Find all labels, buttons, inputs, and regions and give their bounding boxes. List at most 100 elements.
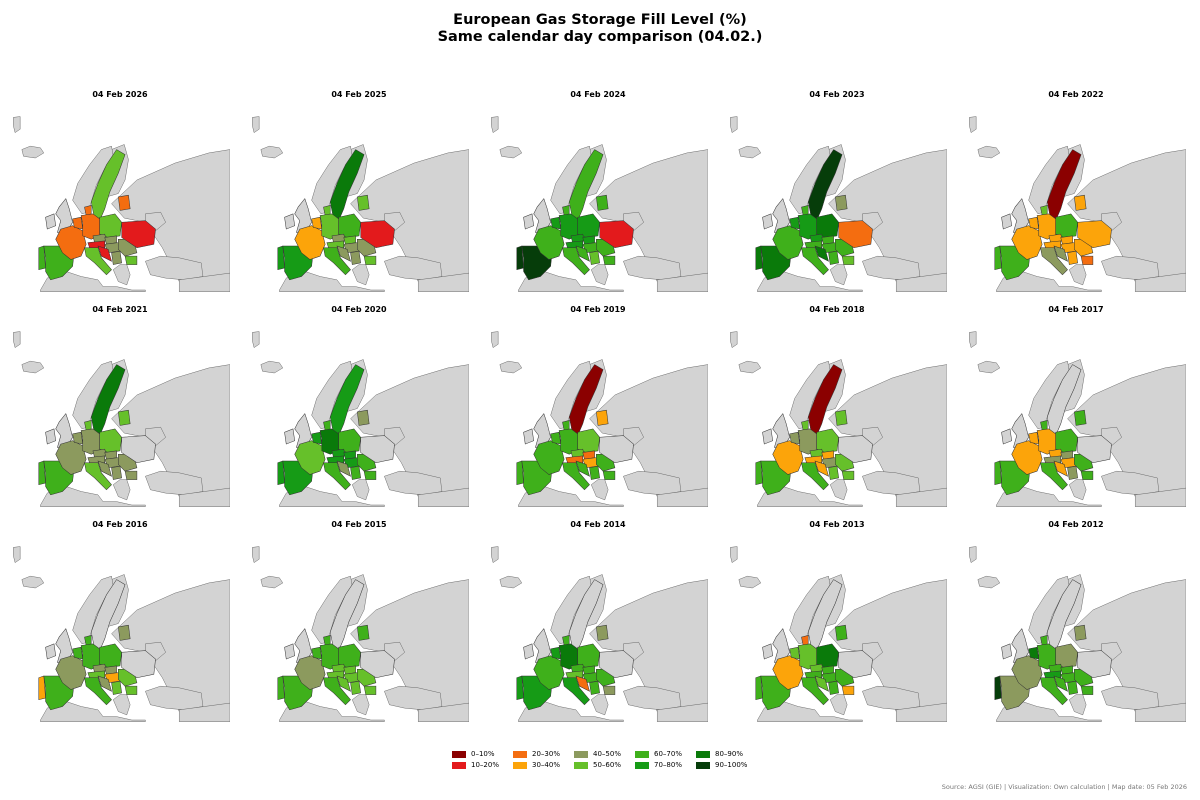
map-panel: 04 Feb 2019 (488, 305, 708, 517)
region-baltic (1074, 624, 1087, 641)
legend-swatch (452, 751, 466, 758)
region-ireland (45, 643, 56, 660)
iceland (499, 575, 523, 589)
iceland (738, 360, 762, 374)
region-austria (1043, 240, 1062, 248)
region-austria (326, 670, 345, 678)
region-poland (577, 643, 600, 668)
region-baltic (835, 409, 848, 426)
mideast (418, 487, 469, 507)
region-serbia (589, 465, 600, 480)
region-italy (1040, 462, 1068, 491)
region-croatia (814, 460, 829, 477)
region-croatia (336, 245, 351, 262)
turkey (384, 685, 443, 711)
chart-title-line1: European Gas Storage Fill Level (%) (453, 12, 747, 28)
mideast (896, 272, 947, 292)
legend-swatch (696, 762, 710, 769)
europe-map (488, 327, 708, 507)
balkans-rest (590, 264, 609, 286)
legend-item: 80–90% (696, 750, 766, 760)
balkans-rest (590, 479, 609, 501)
region-austria (565, 670, 584, 678)
map-panel-title: 04 Feb 2024 (570, 90, 626, 99)
map-panel-title: 04 Feb 2021 (92, 305, 148, 314)
legend-item: 10–20% (452, 761, 522, 771)
greenland (969, 116, 977, 133)
region-bulgaria (1080, 255, 1094, 265)
norway-land (72, 575, 114, 645)
greenland (969, 546, 977, 563)
mideast (418, 272, 469, 292)
region-croatia (97, 675, 112, 692)
region-bulgaria (1080, 685, 1094, 695)
europe-map (249, 112, 469, 292)
region-croatia (97, 245, 112, 262)
europe-map (727, 542, 947, 722)
region-italy (323, 677, 351, 706)
legend-item: 60–70% (635, 750, 705, 760)
greenland (252, 331, 260, 348)
region-croatia (1053, 675, 1068, 692)
legend-swatch (452, 762, 466, 769)
mideast (1135, 702, 1186, 722)
europe-map (10, 327, 230, 507)
region-serbia (111, 680, 122, 695)
mideast (896, 702, 947, 722)
region-ukraine (838, 220, 873, 248)
norway-land (550, 360, 592, 430)
region-ukraine (838, 650, 873, 678)
iceland (977, 360, 1001, 374)
europe-map (966, 542, 1186, 722)
region-italy (323, 247, 351, 276)
region-poland (577, 428, 600, 453)
region-baltic (357, 409, 370, 426)
region-serbia (828, 680, 839, 695)
norway-land (311, 145, 353, 215)
region-bulgaria (602, 685, 616, 695)
iceland (738, 145, 762, 159)
region-baltic (357, 194, 370, 211)
norway-land (789, 360, 831, 430)
region-serbia (1067, 250, 1078, 265)
balkans-rest (112, 479, 131, 501)
legend-item: 30–40% (513, 761, 583, 771)
legend-swatch (635, 751, 649, 758)
region-austria (804, 240, 823, 248)
legend-label: 50–60% (593, 761, 621, 769)
map-panel-title: 04 Feb 2026 (92, 90, 148, 99)
region-poland (1055, 643, 1078, 668)
chart-title-line2: Same calendar day comparison (04.02.) (437, 29, 763, 45)
greenland (13, 331, 21, 348)
legend-item: 90–100% (696, 761, 766, 771)
legend-item: 20–30% (513, 750, 583, 760)
legend-item: 40–50% (574, 750, 644, 760)
map-panel: 04 Feb 2013 (727, 520, 947, 732)
mideast (657, 487, 708, 507)
legend-label: 70–80% (654, 761, 682, 769)
region-benelux (311, 216, 323, 230)
norway-land (550, 145, 592, 215)
map-panel-title: 04 Feb 2013 (809, 520, 865, 529)
region-baltic (835, 624, 848, 641)
mideast (418, 702, 469, 722)
region-ukraine (121, 220, 156, 248)
region-poland (338, 643, 361, 668)
mideast (1135, 272, 1186, 292)
balkans-rest (351, 264, 370, 286)
region-benelux (1028, 431, 1040, 445)
legend-label: 0–10% (471, 750, 495, 758)
map-panel-title: 04 Feb 2015 (331, 520, 387, 529)
region-sweden (807, 149, 843, 221)
region-ireland (284, 643, 295, 660)
region-benelux (789, 216, 801, 230)
region-ireland (1001, 643, 1012, 660)
map-panel: 04 Feb 2014 (488, 520, 708, 732)
map-panel: 04 Feb 2016 (10, 520, 230, 732)
turkey (862, 255, 921, 281)
norway-land (1028, 575, 1070, 645)
balkans-rest (829, 479, 848, 501)
legend-label: 10–20% (471, 761, 499, 769)
region-ireland (45, 428, 56, 445)
region-serbia (350, 465, 361, 480)
